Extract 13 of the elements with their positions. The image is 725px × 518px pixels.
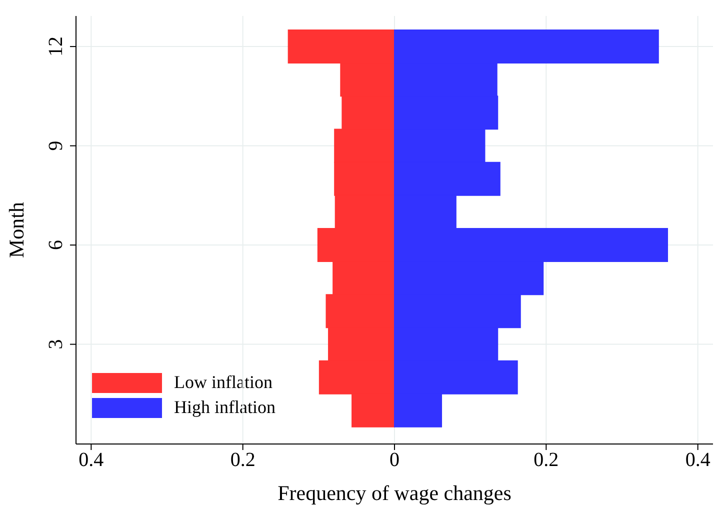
- x-tick-label: 0.2: [230, 449, 256, 472]
- x-tick-label: 0.2: [534, 449, 559, 472]
- y-tick-label: 12: [45, 36, 67, 57]
- x-axis-title: Frequency of wage changes: [278, 481, 512, 505]
- legend-label: High inflation: [174, 397, 276, 418]
- x-tick-label: 0.4: [685, 449, 710, 472]
- y-tick-label: 3: [45, 339, 67, 350]
- y-axis-title: Month: [4, 202, 28, 258]
- x-tick-label: 0.4: [78, 449, 104, 472]
- y-tick-label: 6: [45, 240, 67, 250]
- x-tick-label: 0: [390, 449, 400, 472]
- y-tick-label: 9: [45, 140, 67, 151]
- legend-label: Low inflation: [174, 372, 272, 393]
